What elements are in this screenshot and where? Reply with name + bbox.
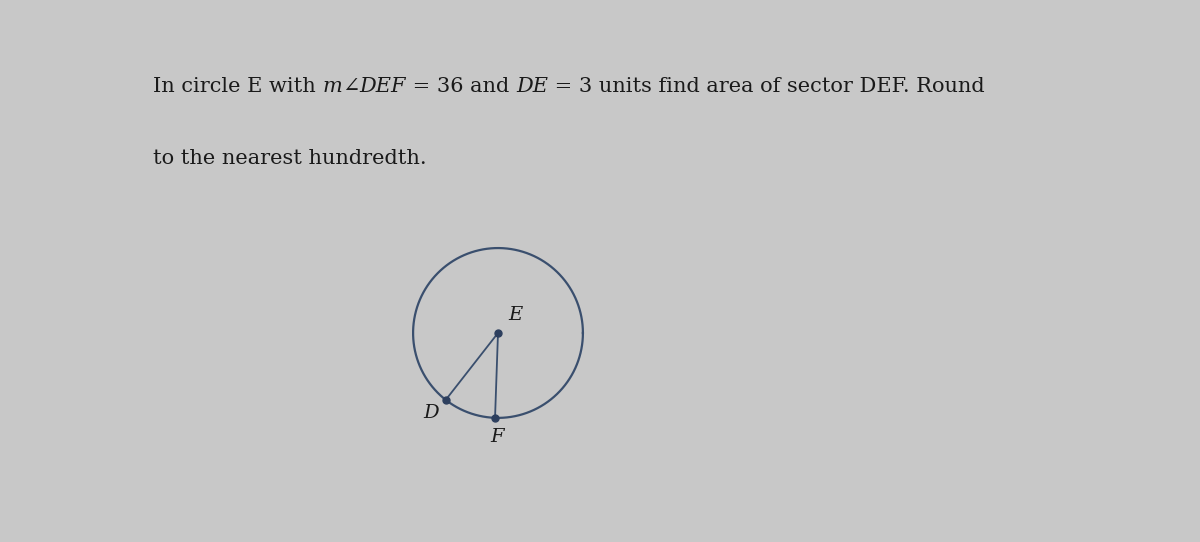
Text: to the nearest hundredth.: to the nearest hundredth. (152, 149, 426, 167)
Text: E: E (508, 306, 522, 325)
Text: ∠: ∠ (342, 78, 360, 96)
Text: F: F (490, 428, 504, 446)
Text: m: m (323, 78, 342, 96)
Text: DEF: DEF (360, 78, 406, 96)
Text: = 36 and: = 36 and (406, 78, 516, 96)
Text: D: D (424, 404, 439, 422)
Text: In circle E with: In circle E with (152, 78, 323, 96)
Text: = 3 units find area of sector DEF. Round: = 3 units find area of sector DEF. Round (548, 78, 984, 96)
Text: DE: DE (516, 78, 548, 96)
